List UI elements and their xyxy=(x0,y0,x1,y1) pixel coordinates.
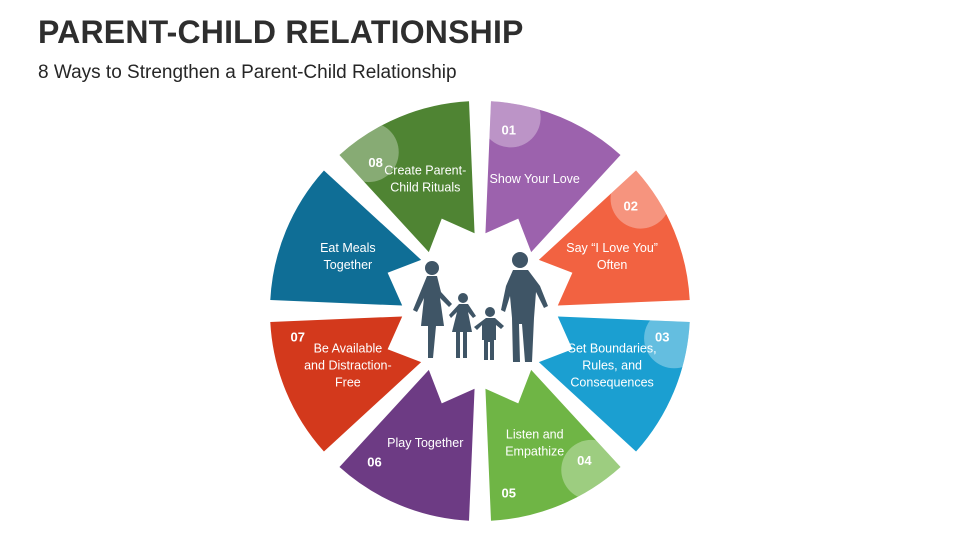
segment-label-line: Set Boundaries, xyxy=(568,342,657,356)
segment-label-line: and Distraction- xyxy=(304,359,392,373)
number-badge xyxy=(644,316,690,369)
segment-number: 08 xyxy=(368,155,382,170)
segment-06: 06 Be Available and Distraction- Free xyxy=(270,316,422,470)
page-title: PARENT-CHILD RELATIONSHIP xyxy=(38,14,524,50)
segment-05: 05 Play Together xyxy=(339,369,516,521)
segment-label-line: Be Available xyxy=(314,342,383,356)
segment-shape xyxy=(485,101,621,253)
segment-label-line: Create Parent- xyxy=(384,163,466,177)
segment-label-line: Play Together xyxy=(387,436,463,450)
family-silhouette-icon xyxy=(413,252,548,362)
segment-shape xyxy=(339,101,475,253)
segment-label-line: Together xyxy=(324,258,373,272)
segment-shape xyxy=(270,316,422,452)
segment-label-line: Child Rituals xyxy=(390,180,460,194)
segment-label-line: Eat Meals xyxy=(320,241,376,255)
number-badge xyxy=(561,439,621,500)
segment-label-line: Often xyxy=(597,258,628,272)
segment-number: 01 xyxy=(502,122,516,137)
segment-07: 07 Eat Meals Together xyxy=(270,170,422,345)
segment-number: 03 xyxy=(655,330,669,345)
segment-number: 07 xyxy=(291,330,305,345)
segment-label-line: Listen and xyxy=(506,428,564,442)
segment-label-line: Empathize xyxy=(505,445,564,459)
segment-label-line: Consequences xyxy=(570,376,653,390)
number-badge xyxy=(485,101,541,148)
segment-number: 06 xyxy=(367,455,381,470)
segment-label-line: Rules, and xyxy=(582,359,642,373)
segment-label-line: Say “I Love You” xyxy=(566,241,658,255)
segment-number: 02 xyxy=(623,198,637,213)
segment-shape xyxy=(485,369,621,521)
segment-number: 04 xyxy=(577,453,592,468)
segment-shape xyxy=(339,369,475,521)
segment-label-line: Free xyxy=(335,376,361,390)
segment-label-line: Show Your Love xyxy=(490,172,580,186)
segment-shape xyxy=(270,170,422,306)
page-subtitle: 8 Ways to Strengthen a Parent-Child Rela… xyxy=(38,62,457,83)
segment-number: 05 xyxy=(502,486,516,501)
segment-shape xyxy=(538,170,690,306)
segment-shape xyxy=(538,316,690,452)
segment-04: 04 Listen and Empathize xyxy=(485,369,621,521)
number-badge xyxy=(610,170,671,229)
